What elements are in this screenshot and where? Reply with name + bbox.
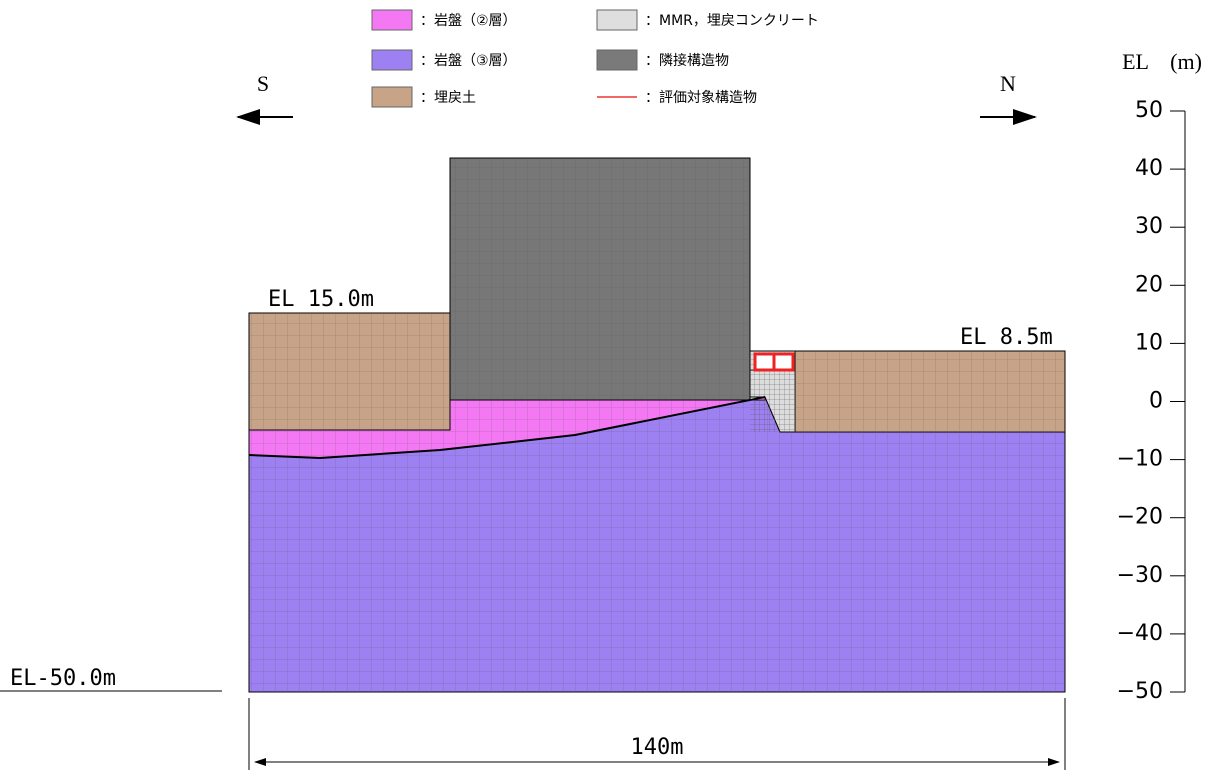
- direction-label: N: [1000, 71, 1016, 96]
- tick-label: −20: [1117, 505, 1163, 530]
- tick-label: −50: [1117, 679, 1163, 704]
- level-label: EL 8.5m: [960, 325, 1053, 350]
- tick-label: −40: [1117, 621, 1163, 646]
- tick-label: 50: [1135, 98, 1163, 123]
- tick-label: 30: [1135, 214, 1163, 239]
- legend-label: ：評価対象構造物: [645, 90, 757, 106]
- legend: ：岩盤（②層） ：岩盤（③層） ：埋戻土 ：MMR，埋戻コンクリート ：隣接構造…: [371, 9, 819, 108]
- legend-label: ：隣接構造物: [645, 52, 729, 69]
- legend-label: ：岩盤（②層）: [420, 13, 517, 29]
- tick-label: 0: [1149, 389, 1163, 414]
- tick-label: −30: [1117, 563, 1163, 588]
- level-label: EL 15.0m: [268, 287, 374, 312]
- direction-label: S: [257, 71, 269, 96]
- tick-label: 10: [1135, 330, 1163, 355]
- legend-label: ：埋戻土: [420, 90, 476, 106]
- level-label: EL-50.0m: [10, 666, 116, 691]
- dimension-label: 140m: [631, 735, 684, 760]
- tick-label: 20: [1135, 272, 1163, 297]
- tick-label: 40: [1135, 156, 1163, 181]
- axis-title: EL (m): [1122, 49, 1202, 74]
- legend-label: ：MMR，埋戻コンクリート: [645, 13, 819, 29]
- legend-label: ：岩盤（③層）: [420, 53, 517, 69]
- cross-section: [248, 157, 1066, 693]
- tick-label: −10: [1117, 447, 1163, 472]
